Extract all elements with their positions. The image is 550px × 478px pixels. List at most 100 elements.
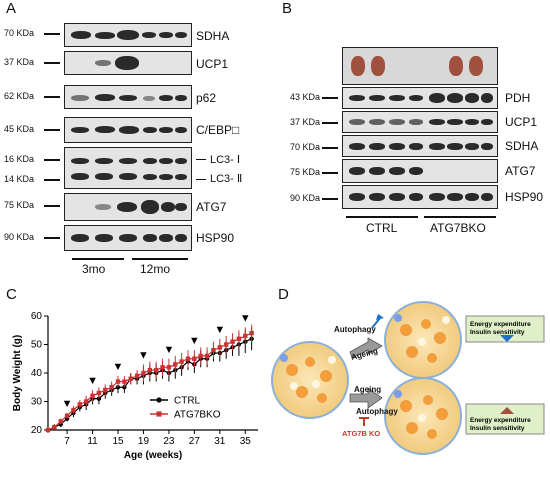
box-line-1: Energy expenditure: [470, 321, 531, 328]
data-point: [160, 365, 165, 370]
marker-tick: [44, 179, 60, 181]
legend-label: CTRL: [174, 396, 201, 407]
data-point: [153, 367, 159, 373]
marker-tick: [322, 147, 338, 149]
panel-label-d: D: [278, 286, 289, 303]
data-point: [147, 367, 153, 373]
protein-label: HSP90: [196, 231, 235, 245]
data-point: [185, 356, 191, 361]
data-point: [77, 402, 83, 407]
data-point: [211, 348, 216, 353]
marker-tick: [44, 159, 60, 161]
up-arrowhead-icon: [376, 314, 384, 320]
x-tick-label: 15: [112, 436, 124, 447]
data-point: [230, 339, 235, 344]
ageing-arrow-up-icon: [349, 337, 383, 359]
kda-label: 37 KDa: [290, 117, 321, 127]
protein-label: LC3- Ⅰ: [210, 154, 241, 166]
data-point: [71, 407, 76, 413]
protein-label: C/EBP□: [196, 123, 240, 137]
panel-label-c: C: [6, 286, 17, 303]
marker-tick: [44, 205, 60, 207]
marker-tick: [44, 33, 60, 35]
marker-tick: [44, 237, 60, 239]
up-triangle-icon: [500, 407, 514, 414]
significance-marker: ▼: [189, 335, 200, 347]
x-tick-label: 23: [163, 436, 175, 447]
group-bracket: [72, 258, 124, 260]
data-point: [179, 359, 184, 364]
blot-strip-pdh: [342, 87, 498, 109]
data-point: [236, 336, 242, 341]
blot-strip-cebp: [64, 117, 192, 143]
protein-label: UCP1: [505, 115, 538, 129]
adipocyte-young: [271, 341, 349, 419]
box-line-1: Energy expenditure: [470, 417, 531, 424]
kda-label: 90 KDa: [290, 193, 321, 203]
group-bracket: [346, 216, 418, 218]
data-point: [83, 399, 89, 404]
group-label: 12mo: [140, 262, 171, 276]
marker-tick: [322, 122, 338, 124]
protein-label: UCP1: [196, 57, 229, 71]
ageing-arrow-right-icon: [349, 387, 383, 409]
x-tick-label: 31: [214, 436, 226, 447]
x-tick-label: 27: [189, 436, 201, 447]
panel-label-b: B: [282, 0, 293, 17]
data-point: [166, 365, 172, 370]
significance-marker: ▼: [214, 324, 225, 336]
blot-strip-atg7-b: [342, 159, 498, 183]
blot-strip-sdha: [64, 23, 192, 47]
group-bracket: [424, 216, 496, 218]
significance-marker: ▼: [163, 344, 174, 356]
data-point: [192, 356, 197, 361]
protein-label: PDH: [505, 91, 531, 105]
blot-strip-sdha-b: [342, 135, 498, 157]
significance-marker: ▼: [113, 361, 124, 373]
y-axis-label: Body Weight (g): [12, 335, 23, 411]
data-point: [122, 379, 127, 384]
kda-label: 45 KDa: [4, 124, 35, 134]
protein-label: HSP90: [505, 190, 544, 204]
panel-label-a: A: [6, 0, 17, 17]
data-point: [52, 424, 57, 430]
blot-strip-lc3: [64, 147, 192, 189]
result-box-top: Energy expenditure Insulin sensitivity: [465, 315, 545, 343]
kda-label: 70 KDa: [290, 142, 321, 152]
protein-label: p62: [196, 91, 217, 105]
adipocyte-aged-ko: [384, 377, 462, 455]
y-tick-label: 40: [31, 368, 43, 379]
box-line-2: Insulin sensitivity: [470, 329, 525, 336]
group-label: CTRL: [366, 221, 398, 235]
blot-strip-p62: [64, 85, 192, 109]
y-tick-label: 60: [31, 311, 43, 322]
x-tick-label: 7: [64, 436, 70, 447]
mechanism-diagram: Autophagy Ageing Ageing Autophagy ATG7B …: [271, 301, 545, 455]
ageing-label-bottom: Ageing: [354, 385, 381, 394]
blot-strip-ucp1: [64, 51, 192, 75]
marker-tick: [322, 97, 338, 99]
kda-label: 75 KDa: [290, 167, 321, 177]
x-tick-label: 11: [87, 436, 98, 447]
autophagy-label-bottom: Autophagy: [356, 407, 398, 416]
kda-label: 75 KDa: [4, 200, 35, 210]
data-point: [90, 393, 95, 398]
data-point: [45, 427, 51, 433]
kda-label: 43 KDa: [290, 92, 321, 102]
x-tick-label: 35: [240, 436, 252, 447]
blot-strip-hsp90: [64, 225, 192, 251]
marker-tick: [44, 96, 60, 98]
data-point: [249, 330, 254, 336]
body-weight-chart: 7 11 15 19 23 27 31 35 20 30 40 50 60 Age (weeks) Body…: [12, 311, 258, 461]
significance-marker: ▼: [62, 398, 73, 410]
kda-label: 16 KDa: [4, 154, 35, 164]
protein-label: ATG7: [505, 164, 536, 178]
data-point: [141, 370, 146, 376]
significance-marker: ▼: [87, 375, 98, 387]
data-point: [134, 373, 140, 379]
lc3-pointer: [196, 159, 206, 160]
x-tick-label: 19: [138, 436, 150, 447]
data-point: [58, 419, 63, 424]
marker-tick: [322, 198, 338, 200]
kda-label: 70 KDa: [4, 28, 35, 38]
